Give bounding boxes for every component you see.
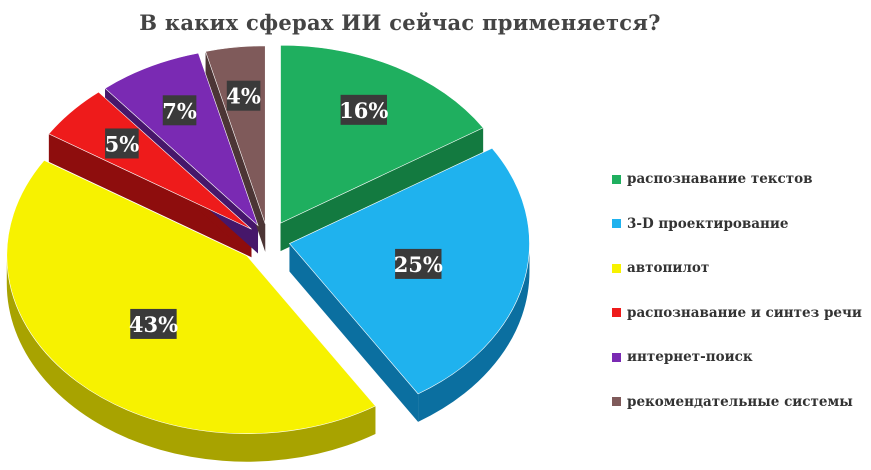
legend-item: распознавание текстов [612, 168, 862, 190]
data-label-box [226, 80, 261, 111]
legend-label: распознавание и синтез речи [627, 304, 862, 321]
pie-slice [48, 91, 252, 230]
pie-slice-side [289, 243, 419, 422]
pie-slice-side [6, 255, 376, 462]
pie-slice [6, 159, 376, 434]
data-label-box [162, 95, 197, 126]
legend-item: распознавание и синтез речи [612, 302, 862, 324]
pie-slice [104, 52, 259, 227]
pie-slice-side [418, 243, 530, 422]
data-label-text: 7% [162, 98, 197, 123]
legend-swatch [612, 397, 621, 407]
data-label-box [340, 94, 387, 125]
data-label-text: 43% [129, 312, 178, 337]
data-label-text: 4% [226, 84, 261, 109]
pie-chart: 16% 25% 43% 5% 7% 4% [6, 44, 530, 462]
pie-slice-side [48, 133, 252, 258]
legend-label: 3-D проектирование [627, 215, 789, 232]
legend-item: рекомендательные системы [612, 391, 862, 413]
slice-data-label: 43% [129, 308, 178, 339]
legend-item: 3-D проектирование [612, 213, 862, 235]
data-label-box [395, 248, 442, 279]
data-label-text: 25% [394, 252, 443, 277]
data-label-text: 16% [339, 98, 388, 123]
legend-swatch [612, 219, 621, 229]
legend-label: интернет-поиск [627, 349, 753, 366]
legend-swatch [612, 174, 621, 184]
legend-swatch [612, 352, 621, 362]
data-label-text: 5% [105, 131, 140, 156]
legend-swatch [612, 263, 621, 273]
legend-item: интернет-поиск [612, 346, 862, 368]
legend-label: рекомендательные системы [627, 393, 853, 410]
slice-data-label: 7% [162, 95, 197, 126]
slice-data-label: 16% [339, 94, 388, 125]
pie-slice-side [280, 127, 484, 252]
pie-slice [280, 44, 484, 224]
data-label-box [105, 128, 139, 159]
legend-label: распознавание текстов [627, 171, 813, 187]
slice-data-label: 5% [105, 128, 140, 159]
legend-label: автопилот [627, 260, 710, 277]
chart-title: В каких сферах ИИ сейчас применяется? [139, 10, 661, 35]
slice-data-label: 25% [394, 248, 443, 279]
legend-item: автопилот [612, 257, 862, 279]
data-label-box [130, 308, 177, 339]
slice-data-label: 4% [226, 80, 261, 111]
pie-slice-side [205, 51, 266, 252]
chart-legend: распознавание текстов 3-D проектирование… [612, 168, 862, 436]
legend-swatch [612, 308, 621, 318]
